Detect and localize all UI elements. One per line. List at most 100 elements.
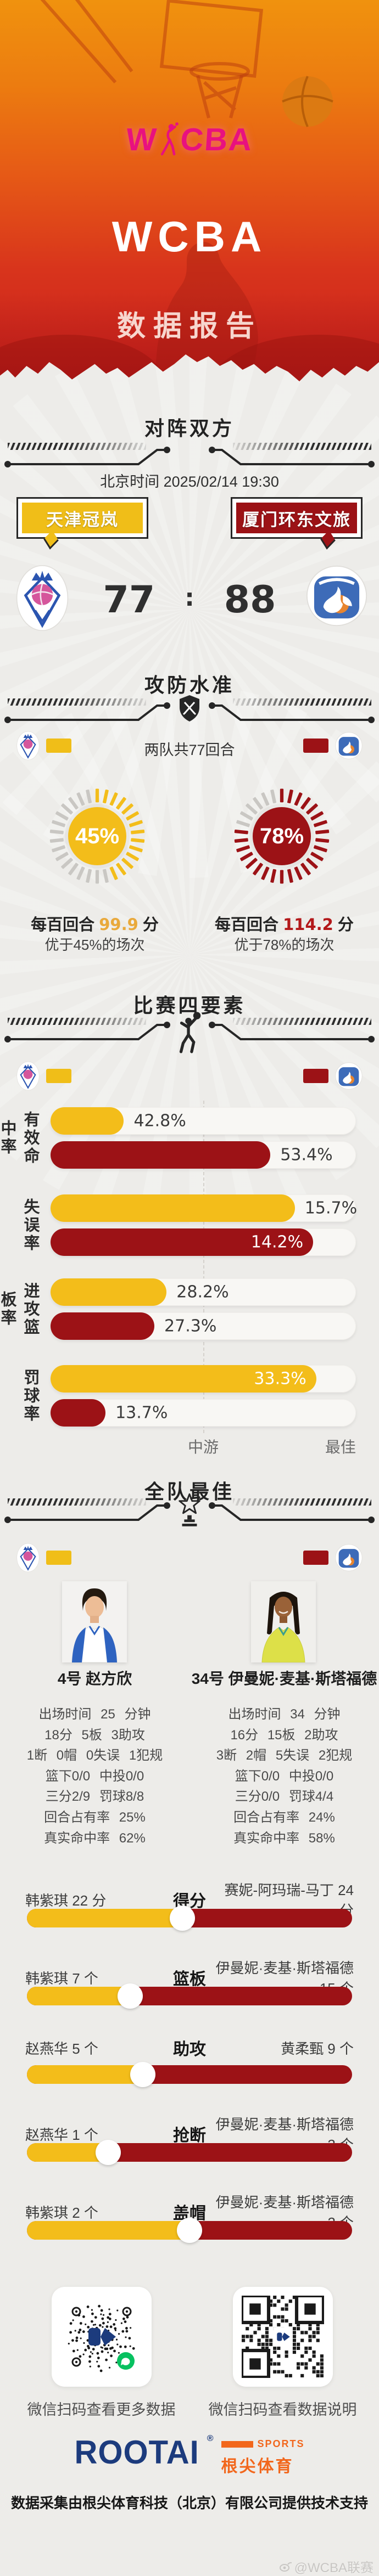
duel-bar <box>27 2218 352 2243</box>
shield-swords-icon <box>180 695 199 721</box>
away-color-chip <box>303 739 328 753</box>
duel-bar <box>27 2140 352 2165</box>
xiamen-egrets-logo <box>335 1062 363 1090</box>
rating-suffix: 分 <box>337 916 354 934</box>
away-color-chip <box>303 1069 328 1083</box>
away-bar-value: 14.2% <box>250 1232 304 1252</box>
away-bar <box>51 1141 271 1169</box>
away-leader: 赛妮-阿玛瑞-马丁 24 分 <box>224 1882 354 1919</box>
stat-line: 出场时间 25 分钟 <box>38 1707 151 1722</box>
away-legend <box>303 1062 363 1090</box>
section-divider <box>0 695 379 726</box>
four-factors-chart: 有效命中率 失误率 进攻篮板率 罚球率 42.8% 53.4% 15.7% 14… <box>0 1101 379 1466</box>
duel-row-steals: 赵燕华 1 个 抢断 伊曼妮·麦基·斯塔福德 3 个 <box>0 2112 379 2190</box>
weibo-eye-icon <box>279 2562 292 2572</box>
home-share <box>27 2143 108 2162</box>
home-bar <box>51 1365 316 1393</box>
rootai-side: SPORTS 根尖体育 <box>221 2435 305 2477</box>
wcba-logo-w: W <box>125 121 159 157</box>
bar-track: 15.7% <box>51 1194 357 1222</box>
home-rating-percent: 45% <box>68 807 126 865</box>
home-rating-gauge: 45% <box>47 786 148 887</box>
registered-mark: ® <box>207 2434 214 2443</box>
away-bar-value: 53.4% <box>280 1145 333 1165</box>
away-player-name: 34号 伊曼妮·麦基·斯塔福德 <box>191 1670 377 1687</box>
hero-subtitle: 数据报告 <box>116 311 262 342</box>
four-factors-section-title: 比赛四要素 <box>133 994 246 1017</box>
bar-track: 28.2% <box>51 1278 356 1306</box>
away-legend <box>303 1544 363 1571</box>
qr-dots <box>68 2304 135 2372</box>
tianjin-guanlan-logo <box>16 565 69 631</box>
duel-category: 助攻 <box>173 2040 206 2059</box>
home-leader: 赵燕华 5 个 <box>25 2040 98 2057</box>
away-bar-value: 13.7% <box>115 1403 168 1423</box>
home-leader: 韩紫琪 22 分 <box>25 1892 107 1909</box>
bar-track: 27.3% <box>51 1312 356 1340</box>
home-bar-value: 33.3% <box>254 1369 306 1389</box>
rating-prefix: 每百回合 <box>215 916 279 934</box>
gauge-tick-ring <box>234 788 330 884</box>
bar-track: 42.8% <box>51 1107 356 1135</box>
xiamen-egrets-logo <box>306 565 367 627</box>
bar-track: 14.2% <box>51 1228 356 1256</box>
home-rating-note: 优于45%的场次 <box>44 937 145 953</box>
home-bar <box>51 1278 167 1306</box>
split-knob <box>118 1983 143 2009</box>
tianjin-guanlan-logo <box>16 1061 40 1091</box>
split-knob <box>130 2062 156 2087</box>
duel-row-points: 韩紫琪 22 分 得分 赛妮-阿玛瑞-马丁 24 分 <box>0 1878 379 1956</box>
home-player-stats: 出场时间 25 分钟 18分 5板 3助攻 1断 0帽 0失误 1犯规 篮下0/… <box>0 1704 190 1848</box>
hatch-decoration <box>8 1018 146 1025</box>
brand-chinese-name: 根尖体育 <box>221 2457 294 2476</box>
stat-line: 回合占有率 24% <box>233 1810 335 1825</box>
final-score: 77 : 88 <box>0 575 379 624</box>
split-knob <box>96 2140 121 2165</box>
median-dashed-line <box>203 1101 204 1433</box>
away-legend <box>303 732 363 759</box>
duel-bar <box>27 2062 352 2087</box>
xiamen-egrets-logo <box>335 1544 363 1571</box>
watermark: @WCBA联赛 <box>279 2557 374 2576</box>
wcba-logo-cba: CBA <box>179 121 254 157</box>
factor-label: 失误率 <box>21 1198 39 1253</box>
section-divider <box>0 1493 379 1526</box>
home-legend <box>16 1543 71 1572</box>
tianjin-guanlan-logo <box>16 1543 40 1572</box>
away-rating-value: 114.2 <box>283 915 333 934</box>
team-legend-row <box>0 1061 379 1091</box>
divider-line <box>4 447 375 467</box>
home-share <box>27 2065 143 2084</box>
away-rating-note: 优于78%的场次 <box>234 937 335 953</box>
divider-line <box>4 702 375 723</box>
stat-line: 回合占有率 25% <box>44 1810 146 1825</box>
home-team-name: 天津冠岚 <box>16 497 148 539</box>
stat-line: 三分0/0 罚球4/4 <box>235 1789 334 1805</box>
duel-row-rebounds: 韩紫琪 7 个 篮板 伊曼妮·麦基·斯塔福德 15 个 <box>0 1956 379 2034</box>
gauge-tick-ring <box>49 788 145 884</box>
hatch-decoration <box>233 1498 371 1506</box>
split-knob <box>177 2218 202 2243</box>
stat-line: 三分2/9 罚球8/8 <box>45 1789 144 1805</box>
divider-line <box>4 1022 375 1042</box>
matchup-section-title: 对阵双方 <box>144 417 235 439</box>
duel-bar <box>27 1983 352 2009</box>
section-divider <box>0 439 379 471</box>
split-knob <box>170 1906 196 1931</box>
home-color-chip <box>46 739 71 753</box>
score-separator: : <box>185 583 194 612</box>
duel-row-blocks: 韩紫琪 2 个 盖帽 伊曼妮·麦基·斯塔福德 2 个 <box>0 2190 379 2268</box>
home-bar <box>51 1107 124 1135</box>
home-share <box>27 2221 190 2240</box>
tianjin-guanlan-logo <box>16 731 40 760</box>
section-divider <box>0 1012 379 1053</box>
duel-category: 抢断 <box>173 2127 206 2145</box>
home-bar-value: 42.8% <box>133 1111 186 1131</box>
stat-line: 篮下0/0 中投0/0 <box>235 1768 334 1784</box>
team-legend-row <box>0 731 379 760</box>
stat-line: 真实命中率 58% <box>233 1830 335 1846</box>
factor-label: 有效命中率 <box>0 1111 39 1165</box>
axis-label-median: 中游 <box>187 1439 219 1456</box>
hero-header: W CBA WCBA 数据报告 <box>0 0 379 381</box>
